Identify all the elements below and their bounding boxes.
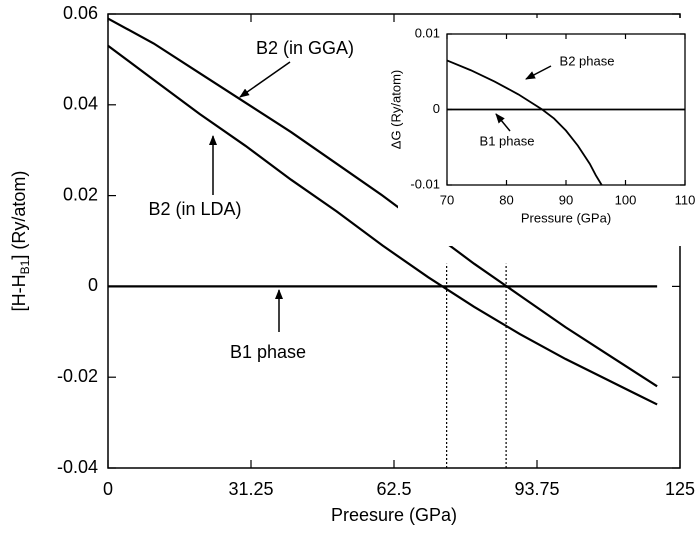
series-line: [107, 44, 658, 406]
y-tick-label: -0.01: [410, 176, 440, 191]
x-tick-label: 93.75: [514, 479, 559, 499]
annotation: B1 phase: [230, 342, 306, 362]
x-axis-title: Preesure (GPa): [331, 505, 457, 525]
arrow: [525, 65, 552, 80]
annotation: B2 (in LDA): [148, 199, 241, 219]
series-line: [107, 17, 658, 388]
y-tick-label: 0.01: [415, 25, 440, 40]
y-axis-title-part: [H-H: [9, 274, 29, 311]
y-tick-label: 0.06: [63, 3, 98, 23]
y-axis-title-part: B1: [18, 259, 32, 274]
y-axis-title-part: ] (Ry/atom): [9, 171, 29, 260]
y-tick-label: 0.02: [63, 184, 98, 204]
y-axis-title: [H-HB1] (Ry/atom): [9, 171, 32, 312]
y-tick-label: 0.04: [63, 94, 98, 114]
main-plot: 0 31.25 62.5 93.75 125 -0.04 -0.02 0 0.02 0.04 0.0…: [9, 3, 695, 525]
annotation: B1 phase: [480, 133, 535, 148]
x-tick-label: 125: [665, 479, 695, 499]
annotation: B2 (in GGA): [256, 38, 354, 58]
x-tick-label: 90: [559, 192, 573, 207]
y-tick-label: 0: [88, 275, 98, 295]
y-tick-label: -0.02: [57, 366, 98, 386]
x-tick-label: 62.5: [376, 479, 411, 499]
x-tick-label: 70: [440, 192, 454, 207]
annotations: [209, 61, 552, 332]
x-tick-label: 0: [103, 479, 113, 499]
x-axis-title: Pressure (GPa): [521, 210, 611, 225]
x-tick-label: 31.25: [228, 479, 273, 499]
x-tick-label: 100: [615, 192, 637, 207]
arrow: [495, 113, 511, 132]
series-line: [446, 59, 603, 186]
inset-plot: 70 80 90 100 110 -0.01 0 0.01 Pressure (GPa) ΔG (…: [388, 25, 695, 225]
x-tick-label: 110: [675, 192, 696, 207]
y-tick-label: 0: [433, 101, 440, 116]
arrow: [239, 61, 291, 98]
inset-background: [398, 18, 696, 246]
y-tick-label: -0.04: [57, 457, 98, 477]
annotation: B2 phase: [560, 53, 615, 68]
x-tick-label: 80: [499, 192, 513, 207]
y-axis-title: ΔG (Ry/atom): [388, 70, 403, 149]
